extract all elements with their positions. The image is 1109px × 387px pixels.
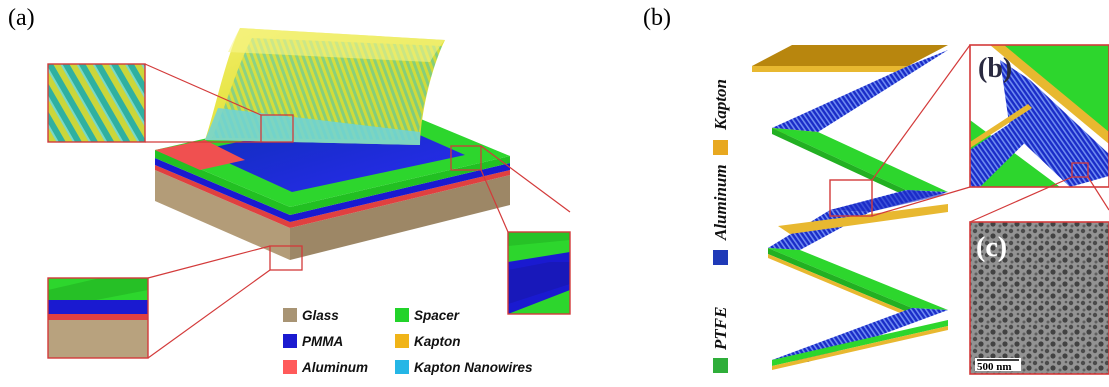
pmma-side-left [155,158,290,222]
aluminum-side-left [155,165,290,228]
zoom-box-nanowire [260,114,294,143]
inset-b-label: (b) [978,53,1012,84]
legend-swatch [713,358,728,373]
panel-b-diagram: Kapton Aluminum PTFE [711,44,1109,375]
zigzag-stack [752,45,948,370]
inset-b: (b) [969,44,1109,188]
panel-b-label: (b) [643,5,671,31]
inset-nanowires [48,64,145,142]
inset-c-label: (c) [976,232,1007,263]
kapton-nanowire-underside [205,108,420,145]
legend-label: Kapton [414,334,461,349]
legend-b-item-aluminum: Aluminum [711,164,730,265]
aluminum-top-corner [155,140,245,170]
legend-label: Kapton [711,79,730,131]
glass-side-right [290,175,510,260]
scale-bar-label: 500 nm [977,361,1012,373]
panel-a-label: (a) [8,5,35,31]
legend-b-item-kapton: Kapton [711,79,730,155]
legend-label: PMMA [302,334,343,349]
legend-a-item-aluminum: Aluminum [283,360,368,375]
legend-swatch [283,308,297,322]
legend-a-item-pmma: PMMA [283,334,343,349]
legend-swatch [283,360,297,374]
legend-swatch [395,360,409,374]
legend-a-item-kapton: Kapton [395,334,461,349]
inset-corner [507,231,571,315]
legend-label: Glass [302,308,339,323]
spacer-side-right [290,156,510,215]
legend-swatch [283,334,297,348]
legend-label: Aluminum [711,164,730,241]
zoom-box-layers [269,245,303,271]
legend-label: PTFE [711,307,730,351]
legend-a-item-kapton-nanowires: Kapton Nanowires [395,360,533,375]
pmma-side-right [290,163,510,222]
legend-a-item-glass: Glass [283,308,339,323]
zoom-box-stack [829,179,873,217]
legend-label: Aluminum [301,360,368,375]
zoom-box-inset-b [1071,162,1089,178]
zoom-box-corner [450,145,482,171]
legend-label: Kapton Nanowires [414,360,533,375]
legend-swatch [713,140,728,155]
inset-layer-stack [47,277,149,359]
legend-swatch [395,334,409,348]
glass-side-left [155,170,290,260]
legend-b-item-ptfe: PTFE [711,307,730,373]
legend-label: Spacer [414,308,460,323]
legend-swatch [713,250,728,265]
legend-swatch [395,308,409,322]
legend-b: Kapton Aluminum PTFE [711,79,730,373]
legend-a-item-spacer: Spacer [395,308,460,323]
panel-a-diagram: Glass Spacer PMMA Kapton Aluminum Kapton… [47,28,571,375]
spacer-side-left [155,150,290,215]
inset-c-sem: (c) 500 nm [969,221,1109,375]
scale-bar-bg [975,358,1021,371]
aluminum-side-right [290,170,510,228]
legend-a: Glass Spacer PMMA Kapton Aluminum Kapton… [283,308,533,375]
